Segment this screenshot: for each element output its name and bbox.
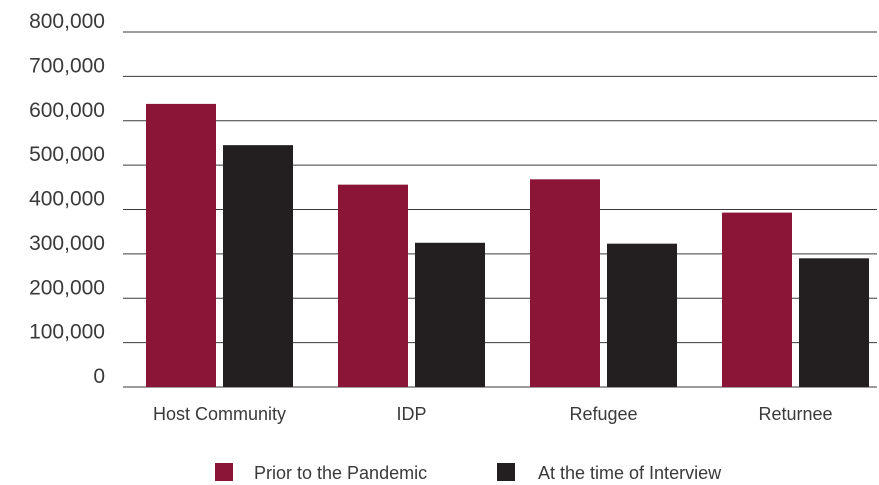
y-axis-ticks: 0 100,000 200,000 300,000 400,000 500,000 600,… <box>29 10 105 388</box>
legend-swatch-at-time-of-interview <box>497 463 515 481</box>
legend: Prior to the Pandemic At the time of Int… <box>215 463 722 483</box>
y-tick-label: 200,000 <box>29 276 105 299</box>
bars <box>146 103 869 387</box>
x-tick-label: IDP <box>396 404 426 424</box>
bar-returnee-series-0 <box>722 212 792 387</box>
bar-host-community-series-0 <box>146 103 216 387</box>
bar-idp-series-1 <box>415 242 485 387</box>
y-tick-label: 0 <box>93 365 105 388</box>
y-tick-label: 500,000 <box>29 143 105 166</box>
bar-returnee-series-1 <box>799 258 869 387</box>
y-tick-label: 300,000 <box>29 232 105 255</box>
bar-idp-series-0 <box>338 184 408 387</box>
x-tick-label: Host Community <box>153 404 286 424</box>
legend-swatch-prior-to-pandemic <box>215 463 233 481</box>
bar-host-community-series-1 <box>223 145 293 387</box>
bar-refugee-series-0 <box>530 179 600 387</box>
legend-label-prior-to-pandemic: Prior to the Pandemic <box>254 463 427 483</box>
y-tick-label: 700,000 <box>29 54 105 77</box>
y-tick-label: 800,000 <box>29 10 105 33</box>
x-tick-label: Returnee <box>758 404 832 424</box>
bar-refugee-series-1 <box>607 243 677 387</box>
legend-label-at-time-of-interview: At the time of Interview <box>538 463 722 483</box>
y-tick-label: 600,000 <box>29 99 105 122</box>
y-tick-label: 100,000 <box>29 321 105 344</box>
x-tick-label: Refugee <box>569 404 637 424</box>
x-axis-ticks: Host Community IDP Refugee Returnee <box>153 404 833 424</box>
y-tick-label: 400,000 <box>29 188 105 211</box>
